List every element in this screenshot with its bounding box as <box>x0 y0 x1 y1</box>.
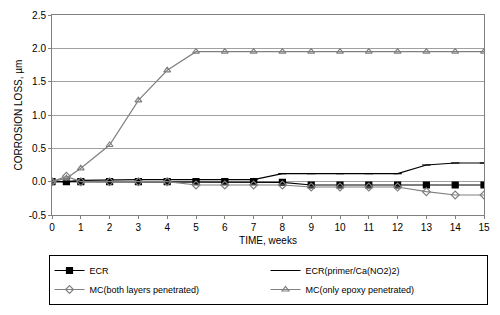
svg-text:12: 12 <box>392 222 404 233</box>
svg-text:1.0: 1.0 <box>32 110 46 121</box>
svg-text:ECR: ECR <box>90 266 110 276</box>
svg-text:4: 4 <box>164 222 170 233</box>
svg-text:TIME, weeks: TIME, weeks <box>239 235 297 246</box>
svg-text:0: 0 <box>49 222 55 233</box>
svg-text:MC(only epoxy penetrated): MC(only epoxy penetrated) <box>306 285 415 295</box>
svg-text:14: 14 <box>450 222 462 233</box>
svg-text:-0.5: -0.5 <box>29 210 47 221</box>
svg-text:1.5: 1.5 <box>32 76 46 87</box>
svg-text:15: 15 <box>478 222 490 233</box>
svg-text:0.0: 0.0 <box>32 176 46 187</box>
svg-text:1: 1 <box>78 222 84 233</box>
svg-text:2: 2 <box>107 222 113 233</box>
svg-text:ECR(primer/Ca(NO2)2): ECR(primer/Ca(NO2)2) <box>306 266 400 276</box>
svg-text:11: 11 <box>364 222 375 233</box>
svg-text:0.5: 0.5 <box>32 143 46 154</box>
svg-text:MC(both layers penetrated): MC(both layers penetrated) <box>90 285 200 295</box>
svg-text:7: 7 <box>251 222 257 233</box>
svg-text:3: 3 <box>136 222 142 233</box>
svg-text:5: 5 <box>193 222 199 233</box>
svg-text:10: 10 <box>334 222 346 233</box>
svg-text:2.5: 2.5 <box>32 10 46 21</box>
svg-text:2.0: 2.0 <box>32 43 46 54</box>
svg-text:13: 13 <box>421 222 433 233</box>
svg-text:CORROSION LOSS, µm: CORROSION LOSS, µm <box>13 60 24 171</box>
svg-text:9: 9 <box>308 222 314 233</box>
svg-text:8: 8 <box>280 222 286 233</box>
svg-text:6: 6 <box>222 222 228 233</box>
